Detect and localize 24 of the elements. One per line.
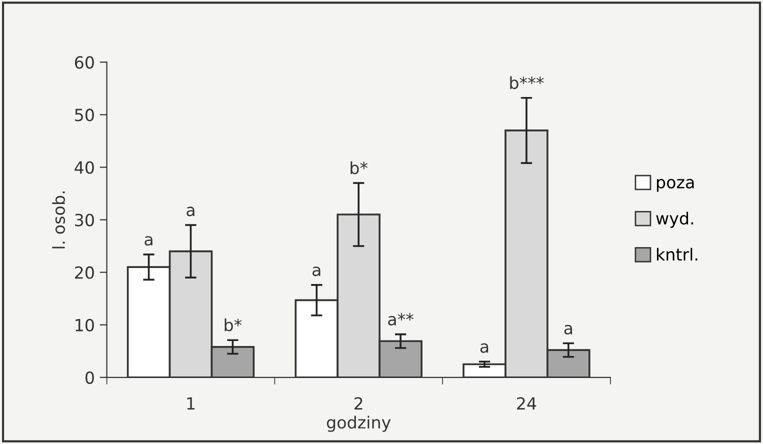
y-tick-label: 60 [74,56,94,69]
x-axis-title: godziny [326,416,391,432]
data-label: b* [224,318,242,332]
legend-label: poza [656,178,694,192]
y-tick-label: 30 [75,214,94,226]
data-label: a [564,324,572,334]
y-tick-label: 0 [86,371,94,384]
legend-label: kntrl. [656,248,698,261]
y-tick-label: 20 [75,266,94,279]
data-label: a [144,236,152,246]
data-label: a [312,266,320,276]
x-tick-label: 1 [187,397,195,410]
y-tick-label: 40 [74,161,94,174]
y-axis-title: l. osob. [52,191,66,248]
data-label: a** [388,312,414,326]
y-tick-label: 10 [76,318,94,332]
y-tick-label: 50 [75,108,94,122]
data-label: a [186,206,194,216]
data-label: a [480,343,488,353]
x-tick-label: 24 [517,397,536,410]
data-label: b*** [510,76,544,90]
x-tick-label: 2 [354,397,362,410]
data-label: b* [350,161,368,174]
legend-label: wyd. [656,212,694,228]
